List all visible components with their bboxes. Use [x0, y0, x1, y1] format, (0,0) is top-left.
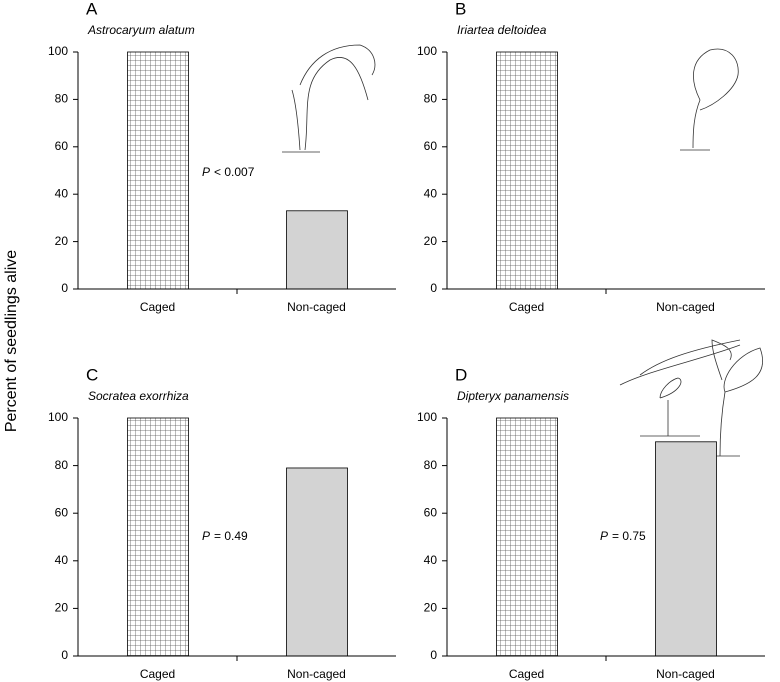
y-tick-label: 0: [430, 281, 437, 295]
bar: [286, 210, 348, 290]
y-tick-label: 100: [48, 44, 68, 58]
y-tick-label: 100: [417, 44, 437, 58]
annotation: < 0.007: [214, 165, 255, 179]
y-tick-label: 40: [424, 186, 438, 200]
y-tick-label: 20: [424, 234, 438, 248]
y-tick-label: 100: [417, 410, 437, 424]
y-tick-label: 0: [61, 648, 68, 662]
panel-letter: C: [86, 365, 98, 384]
bar: [496, 417, 558, 657]
bar: [127, 417, 189, 657]
annotation-p: P: [600, 529, 608, 543]
plant-illustration: [282, 44, 763, 457]
y-tick-label: 60: [424, 139, 438, 153]
annotation-p: P: [202, 165, 210, 179]
y-tick-label: 80: [424, 458, 438, 472]
panel-title: Socratea exorrhiza: [88, 389, 189, 403]
y-tick-label: 40: [55, 186, 69, 200]
x-tick-label: Caged: [140, 667, 175, 681]
y-tick-label: 20: [424, 601, 438, 615]
y-tick-label: 40: [424, 553, 438, 567]
y-tick-label: 0: [430, 648, 437, 662]
x-tick-label: Non-caged: [287, 667, 346, 681]
x-tick-label: Non-caged: [287, 300, 346, 314]
annotation: = 0.75: [612, 529, 646, 543]
panel-letter: B: [455, 0, 466, 18]
y-tick-label: 80: [55, 92, 69, 106]
y-tick-label: 80: [424, 92, 438, 106]
x-tick-label: Non-caged: [656, 667, 715, 681]
panel-letter: A: [86, 0, 98, 18]
panel-title: Iriartea deltoidea: [457, 23, 547, 37]
y-tick-label: 40: [55, 553, 69, 567]
y-tick-label: 60: [55, 505, 69, 519]
x-tick-label: Non-caged: [656, 300, 715, 314]
y-axis-label: Percent of seedlings alive: [3, 250, 20, 432]
bar: [127, 51, 189, 290]
y-tick-label: 20: [55, 601, 69, 615]
y-tick-label: 80: [55, 458, 69, 472]
y-tick-label: 60: [55, 139, 69, 153]
y-tick-label: 20: [55, 234, 69, 248]
panel-title: Dipteryx panamensis: [457, 389, 569, 403]
x-tick-label: Caged: [509, 300, 544, 314]
y-tick-label: 0: [61, 281, 68, 295]
annotation: = 0.49: [214, 529, 248, 543]
bar: [286, 467, 348, 657]
panel-letter: D: [455, 365, 467, 384]
y-tick-label: 100: [48, 410, 68, 424]
bar: [496, 51, 558, 290]
x-tick-label: Caged: [509, 667, 544, 681]
bar: [655, 441, 717, 657]
y-tick-label: 60: [424, 505, 438, 519]
x-tick-label: Caged: [140, 300, 175, 314]
annotation-p: P: [202, 529, 210, 543]
panel-title: Astrocaryum alatum: [87, 23, 195, 37]
